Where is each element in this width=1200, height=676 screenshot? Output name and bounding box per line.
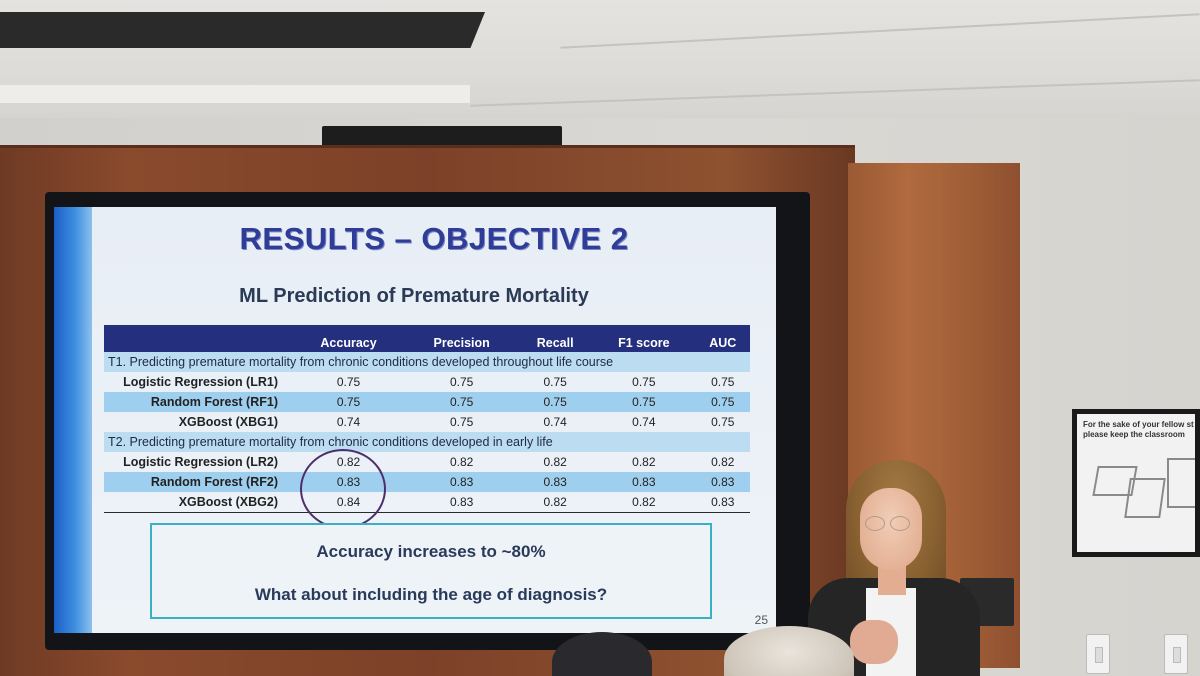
light-switch	[1164, 634, 1188, 674]
metric-value: 0.75	[711, 415, 735, 429]
table-row: Random Forest (RF2) 0.83 0.83 0.83 0.83 …	[104, 472, 750, 492]
desk-drawing	[1167, 458, 1195, 508]
metric-value: 0.83	[518, 472, 593, 492]
section-heading: T1. Predicting premature mortality from …	[104, 352, 750, 372]
column-header: Precision	[405, 325, 519, 352]
metric-value: 0.82	[449, 455, 474, 469]
table-row: XGBoost (XBG1) 0.74 0.75 0.74 0.74 0.75	[104, 412, 750, 432]
model-name: Random Forest (RF2)	[104, 472, 292, 492]
metric-value: 0.75	[592, 392, 696, 412]
slide-number: 25	[754, 613, 768, 627]
metric-value: 0.83	[405, 492, 519, 513]
takeaway-box: Accuracy increases to ~80% What about in…	[150, 523, 712, 619]
column-header: Accuracy	[292, 325, 406, 352]
metric-value: 0.83	[405, 472, 519, 492]
slide-title: RESULTS – OBJECTIVE 2	[239, 221, 629, 256]
results-table: Accuracy Precision Recall F1 score AUC T…	[104, 325, 750, 513]
light-switch	[1086, 634, 1110, 674]
column-header: Recall	[518, 325, 593, 352]
metric-value: 0.82	[632, 455, 656, 469]
metric-value: 0.82	[543, 455, 567, 469]
ceiling-tile-line	[470, 79, 1200, 107]
model-name: XGBoost (XBG2)	[104, 492, 292, 513]
metric-value: 0.75	[449, 415, 474, 429]
column-header: AUC	[695, 325, 750, 352]
poster-line: please keep the classroom	[1083, 430, 1185, 439]
presenter	[808, 460, 983, 676]
column-header	[104, 325, 292, 352]
ceiling-tile-line	[560, 13, 1200, 49]
desk-drawing	[1124, 478, 1166, 518]
metric-value: 0.74	[543, 415, 567, 429]
metric-value: 0.75	[292, 392, 406, 412]
ceiling	[0, 0, 1200, 125]
slide-accent-bar	[54, 207, 92, 633]
metric-value: 0.82	[592, 492, 696, 513]
metric-value: 0.75	[405, 392, 519, 412]
slide-subtitle: ML Prediction of Premature Mortality	[239, 285, 589, 307]
ceiling-vent	[0, 12, 485, 48]
metric-value: 0.82	[711, 455, 735, 469]
poster-line: For the sake of your fellow st	[1083, 420, 1194, 429]
metric-value: 0.75	[632, 375, 656, 389]
metric-value: 0.75	[518, 392, 593, 412]
section-row: T2. Predicting premature mortality from …	[104, 432, 750, 452]
metric-value: 0.74	[632, 415, 656, 429]
wall-poster: For the sake of your fellow st please ke…	[1072, 409, 1200, 557]
takeaway-question: What about including the age of diagnosi…	[254, 585, 608, 604]
audience-head	[724, 626, 854, 676]
model-name: Logistic Regression (LR2)	[123, 455, 278, 469]
table-row: XGBoost (XBG2) 0.84 0.83 0.82 0.82 0.83	[104, 492, 750, 513]
audience-head	[552, 632, 652, 676]
model-name: Logistic Regression (LR1)	[123, 375, 278, 389]
takeaway-line: Accuracy increases to ~80%	[316, 542, 546, 561]
metric-value: 0.74	[336, 415, 361, 429]
poster-content: For the sake of your fellow st please ke…	[1077, 414, 1195, 552]
presenter-hand	[850, 620, 898, 664]
section-row: T1. Predicting premature mortality from …	[104, 352, 750, 372]
metric-value: 0.83	[695, 472, 750, 492]
table-row: Logistic Regression (LR2) 0.82 0.82 0.82…	[104, 452, 750, 472]
table-row: Random Forest (RF1) 0.75 0.75 0.75 0.75 …	[104, 392, 750, 412]
ceiling-light-strip	[0, 85, 470, 103]
table-row: Logistic Regression (LR1) 0.75 0.75 0.75…	[104, 372, 750, 392]
presenter-neck	[878, 565, 906, 595]
metric-value: 0.75	[711, 375, 735, 389]
metric-value: 0.75	[336, 375, 361, 389]
metric-value: 0.75	[695, 392, 750, 412]
metric-value: 0.75	[543, 375, 567, 389]
column-header: F1 score	[592, 325, 696, 352]
highlight-circle	[300, 449, 386, 529]
metric-value: 0.82	[518, 492, 593, 513]
glasses-icon	[865, 516, 885, 531]
model-name: Random Forest (RF1)	[104, 392, 292, 412]
presentation-slide: RESULTS – OBJECTIVE 2 ML Prediction of P…	[54, 207, 776, 633]
metric-value: 0.75	[449, 375, 474, 389]
model-name: XGBoost (XBG1)	[178, 415, 278, 429]
section-heading: T2. Predicting premature mortality from …	[104, 432, 750, 452]
metric-value: 0.83	[695, 492, 750, 513]
poster-text: For the sake of your fellow st please ke…	[1083, 420, 1195, 440]
glasses-icon	[890, 516, 910, 531]
metric-value: 0.83	[592, 472, 696, 492]
table-header-row: Accuracy Precision Recall F1 score AUC	[104, 325, 750, 352]
